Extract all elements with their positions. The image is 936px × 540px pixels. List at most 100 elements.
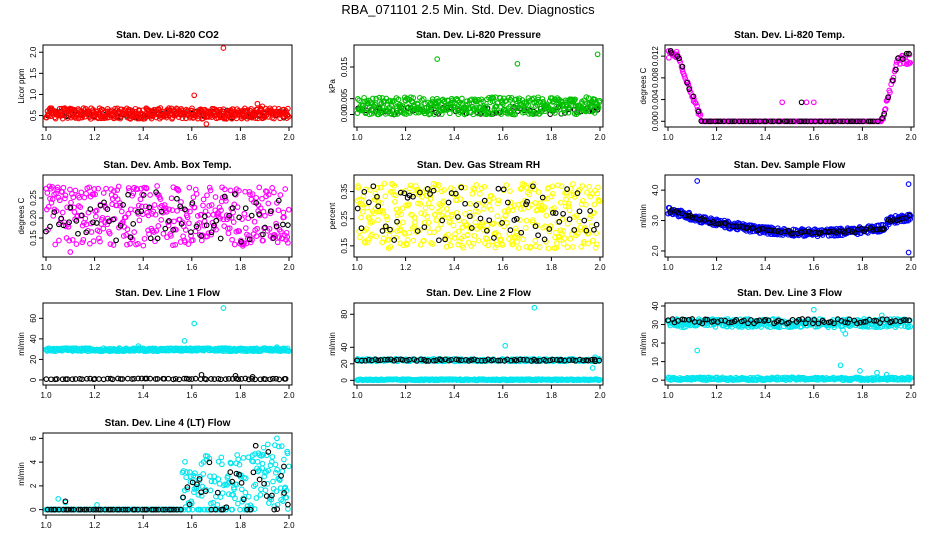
data-point (236, 228, 243, 234)
data-point (549, 190, 556, 197)
x-tick-label: 1.2 (89, 391, 101, 400)
data-point (461, 184, 468, 191)
data-point (117, 115, 124, 122)
x-tick-label: 1.4 (138, 133, 150, 142)
y-tick-label: 0 (651, 377, 660, 382)
x-tick-label: 2.0 (594, 133, 606, 142)
data-point (397, 189, 404, 196)
data-point (168, 195, 175, 202)
data-point (476, 191, 483, 197)
data-point (381, 180, 388, 187)
data-point (193, 191, 200, 197)
data-point (271, 189, 277, 196)
y-tick-label: 3.0 (651, 214, 660, 226)
data-point (154, 183, 160, 189)
x-tick-label: 1.8 (235, 133, 247, 142)
data-point (282, 186, 289, 192)
data-point (485, 242, 491, 249)
data-point (571, 97, 578, 104)
data-point (361, 188, 368, 195)
data-point (576, 356, 583, 363)
data-point (285, 239, 291, 246)
x-tick-label: 2.0 (283, 391, 295, 400)
data-point (104, 206, 111, 212)
data-point (138, 185, 144, 192)
data-point (453, 356, 460, 363)
chart-title: Stan. Dev. Line 4 (LT) Flow (105, 418, 231, 429)
data-point (471, 356, 477, 363)
data-series (665, 48, 914, 125)
data-point (355, 184, 362, 191)
data-point (782, 118, 788, 125)
data-point (853, 118, 860, 125)
data-point (78, 212, 85, 219)
data-point (545, 245, 552, 252)
data-point (384, 216, 391, 223)
data-point (378, 200, 385, 206)
data-point (569, 244, 576, 250)
data-point (358, 225, 365, 232)
data-point (810, 320, 816, 327)
data-point (191, 320, 198, 327)
data-point (154, 235, 161, 242)
y-tick-label: 0 (29, 377, 38, 382)
y-tick-label: 6 (29, 436, 38, 441)
data-point (798, 118, 805, 125)
data-point (407, 182, 414, 189)
data-point (236, 187, 242, 194)
data-point (798, 99, 805, 106)
data-point (363, 226, 370, 232)
data-point (247, 191, 253, 198)
data-point (284, 345, 291, 352)
x-tick-label: 2.0 (905, 133, 917, 142)
data-point (452, 231, 458, 237)
data-point (433, 357, 440, 364)
data-point (151, 202, 158, 208)
data-point (495, 357, 501, 364)
data-point (49, 184, 55, 190)
x-tick-label: 2.0 (283, 133, 295, 142)
data-point (447, 218, 453, 224)
data-point (885, 94, 891, 101)
data-point (161, 202, 168, 208)
data-point (220, 216, 227, 223)
data-point (897, 60, 903, 67)
data-point (394, 218, 400, 225)
data-point (787, 118, 794, 125)
data-point (273, 223, 280, 230)
y-axis-label: ml/min (639, 332, 648, 356)
data-point (552, 210, 559, 216)
data-point (679, 66, 686, 73)
data-point (451, 235, 458, 241)
data-point (43, 376, 50, 382)
data-point (492, 244, 499, 251)
data-point (495, 197, 502, 204)
data-point (235, 376, 242, 383)
data-point (555, 234, 562, 241)
plot-frame (353, 44, 604, 128)
data-point (170, 184, 177, 191)
data-point (69, 376, 76, 383)
data-point (430, 187, 437, 194)
data-point (776, 118, 783, 125)
data-point (440, 198, 447, 205)
data-point (570, 181, 576, 187)
data-point (395, 209, 402, 216)
data-point (392, 111, 399, 118)
data-point (883, 371, 890, 378)
data-point (494, 213, 501, 219)
data-point (118, 208, 125, 215)
data-point (878, 312, 885, 319)
x-tick-label: 1.4 (449, 263, 461, 272)
data-point (542, 223, 548, 230)
data-point (285, 105, 291, 112)
data-point (203, 222, 210, 229)
data-point (594, 190, 601, 197)
data-point (513, 216, 520, 222)
data-point (883, 316, 890, 323)
data-series (43, 305, 292, 355)
data-series (667, 47, 912, 125)
data-point (152, 238, 158, 245)
x-tick-label: 1.0 (351, 391, 363, 400)
data-point (702, 118, 708, 125)
